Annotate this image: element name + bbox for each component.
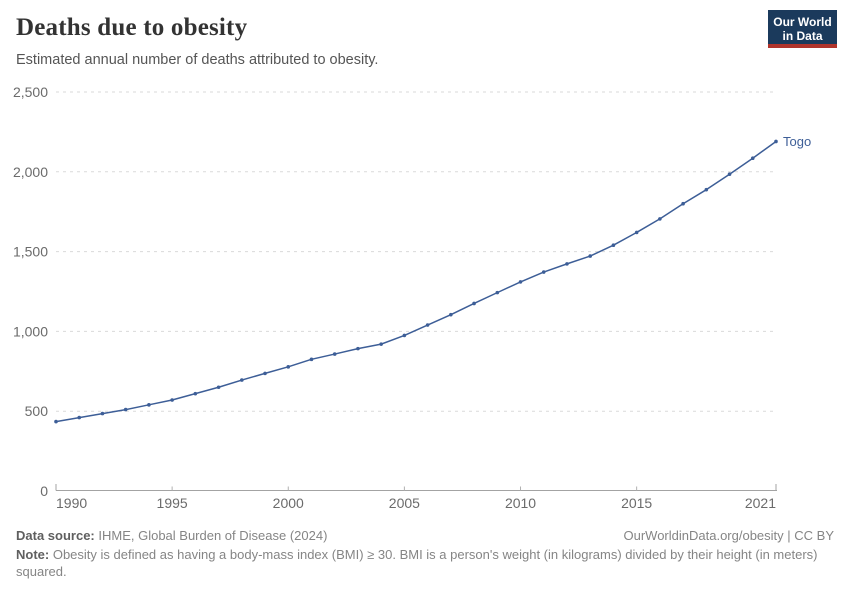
data-point[interactable]	[449, 312, 453, 317]
data-point[interactable]	[727, 172, 732, 176]
page-title: Deaths due to obesity	[16, 14, 248, 41]
data-point[interactable]	[658, 217, 662, 221]
data-point[interactable]	[263, 371, 267, 376]
data-point[interactable]	[425, 323, 430, 327]
data-point[interactable]	[240, 378, 244, 382]
y-tick-label: 500	[25, 403, 49, 419]
data-point[interactable]	[634, 230, 639, 235]
data-source-label: Data source:	[16, 528, 95, 543]
data-point[interactable]	[611, 243, 616, 248]
x-tick-label: 2010	[505, 495, 536, 511]
y-tick-label: 2,000	[13, 164, 48, 180]
data-point[interactable]	[332, 352, 337, 356]
data-point[interactable]	[774, 139, 778, 144]
x-tick-label: 2015	[621, 495, 652, 511]
data-source-text: IHME, Global Burden of Disease (2024)	[94, 528, 328, 543]
y-tick-label: 1,500	[13, 244, 48, 260]
data-point[interactable]	[286, 365, 291, 369]
data-point[interactable]	[147, 403, 151, 407]
data-point[interactable]	[750, 156, 755, 161]
line-chart: 0 500 1,000 1,500 2,000 2,500 1990 1995 2000 2005…	[13, 84, 811, 511]
data-point[interactable]	[100, 411, 105, 416]
data-point[interactable]	[379, 342, 383, 346]
data-point[interactable]	[170, 398, 174, 402]
y-tick-label: 0	[40, 483, 48, 499]
chart-note: Note: Obesity is defined as having a bod…	[16, 546, 834, 581]
logo-text-line2: in Data	[782, 29, 823, 43]
data-point[interactable]	[704, 187, 709, 192]
chart-footer: Data source: IHME, Global Burden of Dise…	[16, 527, 834, 581]
chart-note-text: Obesity is defined as having a body-mass…	[16, 546, 818, 580]
data-point[interactable]	[356, 346, 360, 351]
data-point[interactable]	[216, 385, 221, 390]
data-point[interactable]	[495, 290, 500, 295]
data-point[interactable]	[472, 301, 476, 306]
data-point[interactable]	[77, 415, 82, 420]
data-point[interactable]	[541, 270, 546, 274]
data-point[interactable]	[402, 333, 407, 338]
data-point[interactable]	[588, 254, 592, 258]
license-link[interactable]: OurWorldinData.org/obesity | CC BY	[623, 528, 835, 543]
x-tick-label: 1995	[157, 495, 188, 511]
data-point[interactable]	[193, 391, 198, 396]
data-point[interactable]	[518, 280, 523, 284]
data-point[interactable]	[123, 407, 128, 412]
x-tick-label: 2000	[273, 495, 304, 511]
chart-subtitle: Estimated annual number of deaths attrib…	[16, 52, 379, 68]
x-tick-label: 2005	[389, 495, 420, 511]
chart-note-label: Note:	[16, 546, 50, 562]
series-label-togo[interactable]: Togo	[783, 134, 811, 149]
y-tick-label: 2,500	[13, 84, 48, 100]
data-point[interactable]	[309, 357, 314, 362]
data-point[interactable]	[54, 419, 58, 424]
x-tick-label: 1990	[56, 495, 87, 511]
data-point[interactable]	[681, 201, 685, 206]
x-tick-label: 2021	[745, 495, 776, 511]
trend-line-togo[interactable]	[55, 140, 777, 423]
data-source: Data source: IHME, Global Burden of Dise…	[16, 527, 327, 545]
owid-logo[interactable]: Our World in Data	[768, 10, 837, 48]
data-point[interactable]	[565, 262, 569, 266]
y-tick-label: 1,000	[13, 323, 48, 339]
logo-text-line1: Our World	[773, 15, 832, 29]
